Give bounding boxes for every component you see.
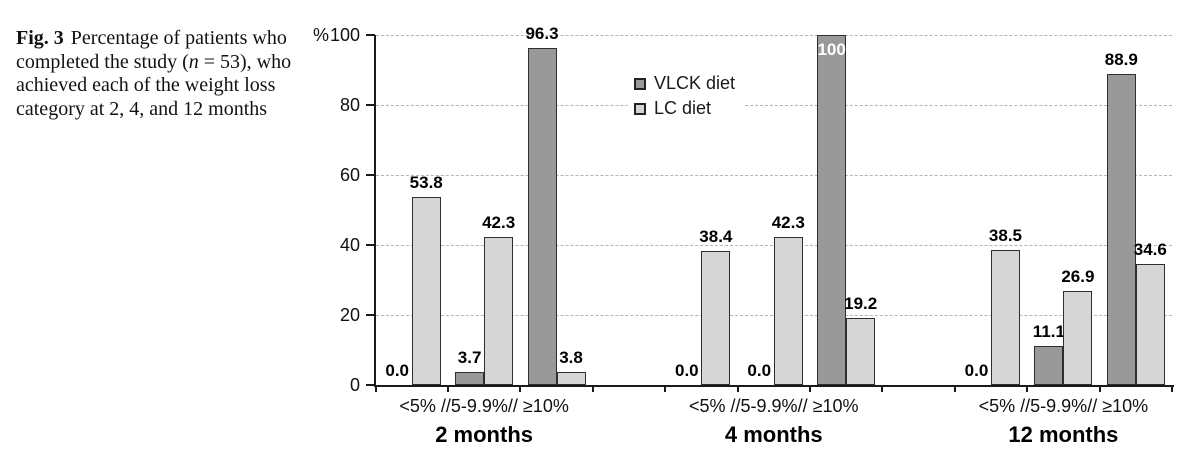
bar-lc — [484, 236, 514, 385]
x-tick — [953, 385, 956, 392]
bar-lc — [701, 250, 731, 385]
bar-value-label: 34.6 — [1133, 239, 1167, 259]
bar-lc — [846, 317, 876, 385]
caption-text-tail: = 53), who achieved each of the weight l… — [16, 50, 292, 120]
y-tick — [366, 104, 375, 106]
bar-vlck — [527, 47, 557, 385]
x-tick — [1171, 385, 1173, 392]
bar-value-label: 0.0 — [747, 361, 772, 380]
category-axis-label: <5% //5-9.9%// ≥10% — [399, 396, 569, 416]
bar-value-label: 96.3 — [525, 23, 559, 43]
y-tick-label: 60 — [339, 165, 360, 185]
y-tick-label: 20 — [339, 305, 360, 325]
group-label: 12 months — [1008, 422, 1119, 447]
bar-value-label: 19.2 — [844, 293, 878, 313]
x-tick — [808, 385, 811, 392]
bar-value-label: 100 — [817, 40, 846, 59]
bar-value-label: 11.1 — [1032, 322, 1065, 342]
x-tick — [1098, 385, 1101, 392]
bar-value-label: 26.9 — [1061, 266, 1095, 286]
x-tick — [446, 385, 449, 392]
bar-value-label: 88.9 — [1104, 49, 1138, 69]
bar-value-label: 38.5 — [988, 226, 1023, 246]
gridline — [375, 174, 1172, 176]
bar-lc — [556, 371, 586, 385]
group-label: 2 months — [435, 422, 533, 447]
legend-swatch-lc-icon — [634, 102, 646, 115]
bar-value-label: 3.7 — [457, 348, 482, 368]
category-axis-label: <5% //5-9.9%// ≥10% — [978, 396, 1149, 416]
y-tick-label: 40 — [339, 235, 360, 255]
bar-vlck — [455, 372, 485, 385]
gridline — [375, 34, 1172, 36]
bar-lc — [773, 236, 803, 385]
figure-label: Fig. 3 — [16, 27, 64, 49]
bar-value-label: 42.3 — [771, 212, 805, 232]
bar-lc — [1063, 290, 1093, 385]
legend-item-lc-diet: LC diet — [634, 96, 735, 121]
x-tick — [1026, 385, 1029, 392]
bar-vlck — [817, 35, 847, 385]
y-tick-label: 0 — [349, 375, 360, 395]
legend-item-vlck-diet: VLCK diet — [634, 71, 735, 96]
y-axis — [373, 35, 376, 387]
group-label: 4 months — [724, 422, 823, 447]
legend-swatch-vlck-icon — [634, 77, 646, 90]
x-tick — [736, 385, 739, 392]
legend-label-lc: LC diet — [654, 98, 712, 118]
y-tick — [366, 384, 375, 386]
y-tick — [366, 174, 375, 176]
y-tick — [366, 34, 375, 36]
x-tick — [881, 385, 884, 392]
bar-value-label: 3.8 — [559, 347, 583, 367]
legend: VLCK diet LC diet — [628, 69, 746, 124]
legend-label-vlck: VLCK diet — [654, 73, 736, 93]
bar-value-label: 0.0 — [964, 361, 989, 380]
y-axis-unit-label: % — [312, 25, 329, 45]
bar-lc — [1135, 263, 1165, 385]
bar-value-label: 42.3 — [482, 212, 516, 232]
bar-vlck — [1034, 346, 1064, 385]
caption-n-italic: n — [188, 50, 199, 73]
y-tick-label: 100 — [329, 25, 360, 45]
y-tick — [366, 314, 375, 316]
y-tick — [366, 244, 375, 246]
figure-caption: Fig. 3 Percentage of patients who complet… — [16, 27, 308, 121]
x-tick — [519, 385, 522, 392]
y-tick-label: 80 — [339, 95, 360, 115]
bar-value-label: 53.8 — [409, 172, 443, 192]
bar-value-label: 38.4 — [699, 226, 733, 246]
gridline — [375, 104, 1172, 106]
caption-text: Percentage of patients who completed the… — [16, 27, 287, 73]
bar-lc — [411, 196, 441, 385]
x-tick — [374, 385, 377, 392]
bar-vlck — [1106, 73, 1136, 385]
x-axis — [373, 385, 1174, 387]
bar-value-label: 0.0 — [675, 361, 699, 380]
category-axis-label: <5% //5-9.9%// ≥10% — [689, 396, 859, 416]
x-tick — [664, 385, 667, 392]
bar-value-label: 0.0 — [385, 361, 410, 380]
x-tick — [591, 385, 594, 392]
bar-lc — [990, 250, 1020, 385]
